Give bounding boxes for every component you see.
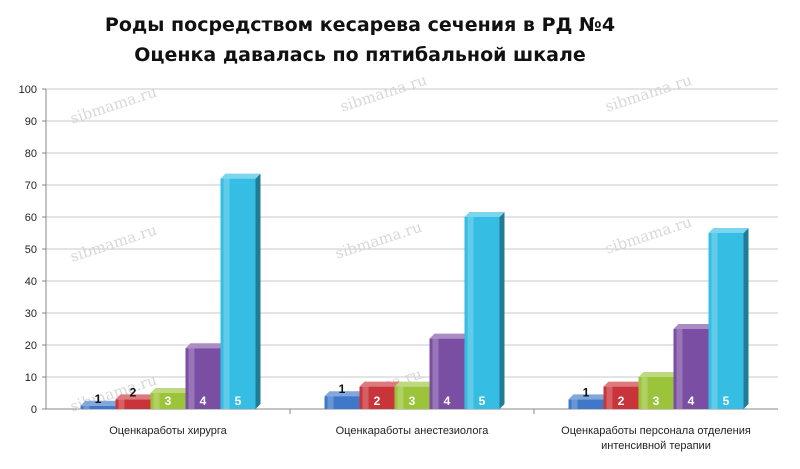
y-tick-label: 20: [25, 340, 37, 352]
x-category-label: интенсивной терапии: [601, 440, 711, 452]
y-tick-label: 70: [25, 180, 37, 192]
bar-top: [638, 372, 679, 377]
bar-highlight: [362, 386, 369, 409]
bar-top: [185, 343, 226, 349]
bar: [429, 338, 465, 409]
bar-label: 3: [653, 394, 660, 408]
bar-label: 2: [618, 394, 625, 408]
bar-top: [708, 228, 749, 233]
bar: [359, 386, 395, 409]
bar-highlight: [223, 178, 230, 409]
bar-label: 1: [583, 385, 590, 399]
bar: [464, 217, 500, 409]
y-tick-label: 0: [31, 404, 37, 416]
bar-label: 1: [95, 392, 102, 406]
bar-highlight: [606, 386, 613, 409]
bar-side: [499, 212, 505, 409]
y-tick-label: 100: [19, 84, 37, 96]
watermark-text: sibmama.ru: [603, 71, 695, 116]
watermark-text: sibmama.ru: [603, 213, 695, 258]
bar-top: [429, 333, 470, 339]
bar: [603, 386, 639, 409]
bar-top: [464, 212, 505, 217]
bar: [150, 393, 186, 409]
bar: [568, 399, 604, 409]
bar: [708, 233, 744, 409]
bar-highlight: [676, 329, 683, 409]
bar-highlight: [188, 348, 195, 409]
x-category-label: Оценкаработы хирурга: [109, 425, 227, 437]
bar-side: [743, 228, 749, 409]
watermark-text: sibmama.ru: [333, 218, 425, 263]
bar: [185, 348, 221, 409]
bar-highlight: [397, 386, 404, 409]
bar-top: [603, 381, 644, 387]
bar-side: [255, 173, 261, 409]
bar-label: 5: [479, 394, 486, 408]
chart-subtitle: Оценка давалась по пятибальной шкале: [134, 44, 586, 66]
bar-highlight: [118, 399, 125, 409]
bar-label: 5: [235, 394, 242, 408]
bar-top: [673, 324, 714, 329]
y-tick-label: 80: [25, 148, 37, 160]
bar-top: [150, 388, 191, 393]
y-tick-label: 10: [25, 372, 37, 384]
bar-label: 2: [130, 385, 137, 399]
bar-top: [115, 394, 156, 400]
bar-top: [359, 381, 400, 387]
x-category-label: Оценкаработы анестезиолога: [336, 425, 490, 437]
bar: [115, 399, 151, 409]
bar-label: 1: [339, 382, 346, 396]
bar: [80, 405, 116, 409]
bar-highlight: [432, 338, 439, 409]
bar-label: 4: [200, 394, 207, 408]
bar-top: [80, 400, 121, 406]
bar: [638, 377, 674, 409]
bar-highlight: [571, 399, 578, 409]
bar-top: [394, 381, 435, 387]
bar-top: [220, 173, 261, 179]
watermark-text: sibmama.ru: [338, 71, 430, 116]
bar-top: [324, 391, 365, 397]
y-tick-label: 40: [25, 276, 37, 288]
bar-highlight: [711, 233, 718, 409]
watermark-text: sibmama.ru: [68, 221, 160, 266]
bar-highlight: [83, 405, 90, 409]
bar-label: 3: [165, 394, 172, 408]
bar-label: 5: [723, 394, 730, 408]
bar-label: 4: [688, 394, 695, 408]
bar-highlight: [153, 393, 160, 409]
bar: [673, 329, 709, 409]
bar-highlight: [467, 217, 474, 409]
bar: [394, 386, 430, 409]
chart-title: Роды посредством кесарева сечения в РД №…: [104, 14, 616, 36]
bar: [220, 178, 256, 409]
bar-label: 4: [444, 394, 451, 408]
y-tick-label: 90: [25, 116, 37, 128]
bar-highlight: [327, 396, 334, 409]
bar-label: 3: [409, 394, 416, 408]
bar-highlight: [641, 377, 648, 409]
y-tick-label: 60: [25, 212, 37, 224]
y-tick-label: 30: [25, 308, 37, 320]
bar: [324, 396, 360, 409]
bar-label: 2: [374, 394, 381, 408]
x-category-label: Оценкаработы персонала отделения: [561, 425, 751, 437]
y-tick-label: 50: [25, 244, 37, 256]
bar-top: [568, 394, 609, 400]
